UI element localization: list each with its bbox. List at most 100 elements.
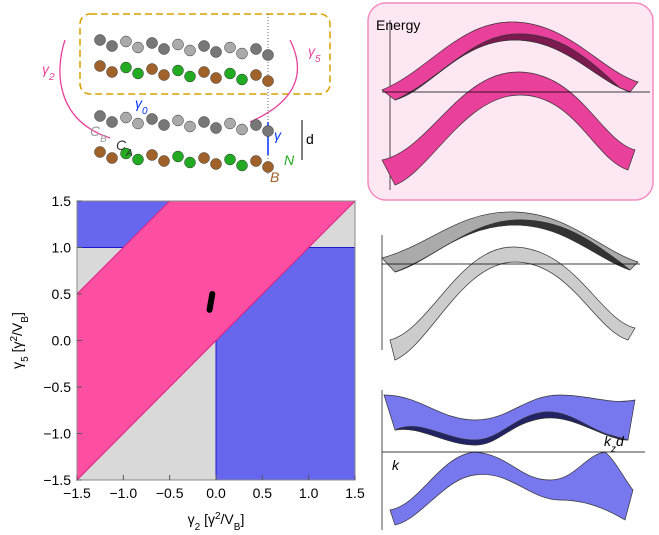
annotation: kzd bbox=[604, 433, 625, 455]
text-part: 5 bbox=[315, 54, 321, 65]
annotation: γ bbox=[274, 127, 282, 143]
atom bbox=[184, 156, 196, 169]
text-part: d bbox=[306, 131, 314, 147]
surfaces bbox=[381, 20, 650, 530]
atom bbox=[172, 64, 184, 77]
atom bbox=[184, 70, 196, 83]
atom bbox=[146, 149, 158, 161]
text-part: d bbox=[616, 433, 625, 449]
y-tick-label: 1.5 bbox=[52, 193, 72, 209]
text-part: 0 bbox=[142, 106, 148, 117]
x-axis-label: γ2 [γ2/VB] bbox=[188, 511, 245, 533]
atom bbox=[106, 116, 118, 128]
atom bbox=[158, 69, 170, 81]
y-tick-label: −1.5 bbox=[43, 472, 71, 488]
y-tick-label: −1.0 bbox=[43, 426, 71, 442]
annotation: CB bbox=[90, 123, 107, 145]
atom bbox=[146, 63, 158, 75]
atom bbox=[158, 155, 170, 167]
atom bbox=[184, 120, 196, 133]
atom bbox=[250, 69, 262, 81]
atom bbox=[198, 40, 210, 52]
atom bbox=[198, 66, 210, 78]
atom bbox=[224, 67, 236, 80]
text-part: Energy bbox=[376, 17, 420, 33]
atom bbox=[120, 61, 132, 74]
text-part: γ bbox=[9, 362, 25, 369]
atom bbox=[236, 47, 248, 60]
annotation: γ0 bbox=[135, 95, 148, 117]
atom bbox=[198, 152, 210, 164]
atom bbox=[250, 155, 262, 167]
text-part: γ bbox=[135, 95, 143, 111]
text-part: ] bbox=[9, 312, 25, 316]
x-tick-label: −1.5 bbox=[63, 485, 91, 501]
text-part: 2 bbox=[195, 522, 201, 533]
text-part: /V bbox=[9, 322, 25, 336]
atom bbox=[94, 110, 106, 122]
text-part: /V bbox=[221, 511, 235, 527]
annotation: γ2 bbox=[42, 61, 55, 83]
atom bbox=[262, 49, 274, 61]
atom bbox=[250, 119, 262, 131]
atom bbox=[132, 67, 144, 80]
dashed-box bbox=[79, 13, 331, 95]
annotation: N bbox=[284, 152, 295, 168]
region-plot: −1.5 −1.0 −0.5 0.0 0.5 1.0 1.5 −1.5 −1.0 −0.5 0.0 0… bbox=[43, 193, 365, 501]
y-axis-label: γ5 [γ2/VB] bbox=[9, 312, 31, 369]
lattice bbox=[94, 34, 274, 173]
atom bbox=[172, 114, 184, 127]
atom bbox=[132, 117, 144, 130]
atom bbox=[94, 60, 106, 72]
text-part: [γ bbox=[9, 342, 25, 357]
atom bbox=[224, 41, 236, 54]
atom bbox=[120, 147, 132, 160]
atom bbox=[106, 152, 118, 164]
text-part: k bbox=[604, 433, 612, 449]
atom bbox=[250, 43, 262, 55]
atom bbox=[210, 46, 222, 58]
text-part: 2 bbox=[48, 72, 55, 83]
atom bbox=[210, 122, 222, 134]
atom bbox=[262, 75, 274, 87]
atom bbox=[210, 158, 222, 170]
x-tick-label: −1.0 bbox=[110, 485, 138, 501]
text-part: B bbox=[100, 134, 107, 145]
text-part: γ bbox=[308, 43, 316, 59]
atom bbox=[198, 116, 210, 128]
text-part: γ bbox=[42, 61, 50, 77]
text-part: A bbox=[125, 148, 133, 159]
x-tick-label: 0.5 bbox=[253, 485, 273, 501]
atom bbox=[146, 37, 158, 49]
atom bbox=[210, 72, 222, 84]
text-part: C bbox=[116, 137, 127, 153]
x-tick-label: 1.5 bbox=[345, 485, 365, 501]
annotation: Energy bbox=[376, 17, 420, 33]
text-part: γ bbox=[188, 511, 195, 527]
atom bbox=[236, 159, 248, 172]
gamma5-arrow bbox=[249, 39, 298, 123]
atom bbox=[132, 153, 144, 166]
annotation: k bbox=[392, 457, 400, 473]
atom bbox=[236, 123, 248, 136]
text-part: C bbox=[90, 123, 101, 139]
atom bbox=[94, 146, 106, 158]
y-tick-label: 1.0 bbox=[52, 240, 72, 256]
text-part: ] bbox=[240, 511, 244, 527]
annotation: CA bbox=[116, 137, 133, 159]
text-part: 2 bbox=[215, 511, 221, 522]
atom bbox=[146, 113, 158, 125]
text-part: B bbox=[270, 169, 279, 185]
annotation: γ5 bbox=[308, 43, 321, 65]
text-part: 5 bbox=[20, 356, 31, 362]
atom bbox=[120, 35, 132, 48]
text-part: N bbox=[284, 152, 295, 168]
text-part: 2 bbox=[9, 336, 20, 342]
gamma2-arrow bbox=[59, 39, 111, 139]
text-part: B bbox=[20, 316, 31, 323]
x-tick-label: 0.0 bbox=[206, 485, 226, 501]
atom bbox=[158, 43, 170, 55]
atom bbox=[94, 34, 106, 46]
atom bbox=[120, 111, 132, 124]
text-part: z bbox=[610, 444, 616, 455]
